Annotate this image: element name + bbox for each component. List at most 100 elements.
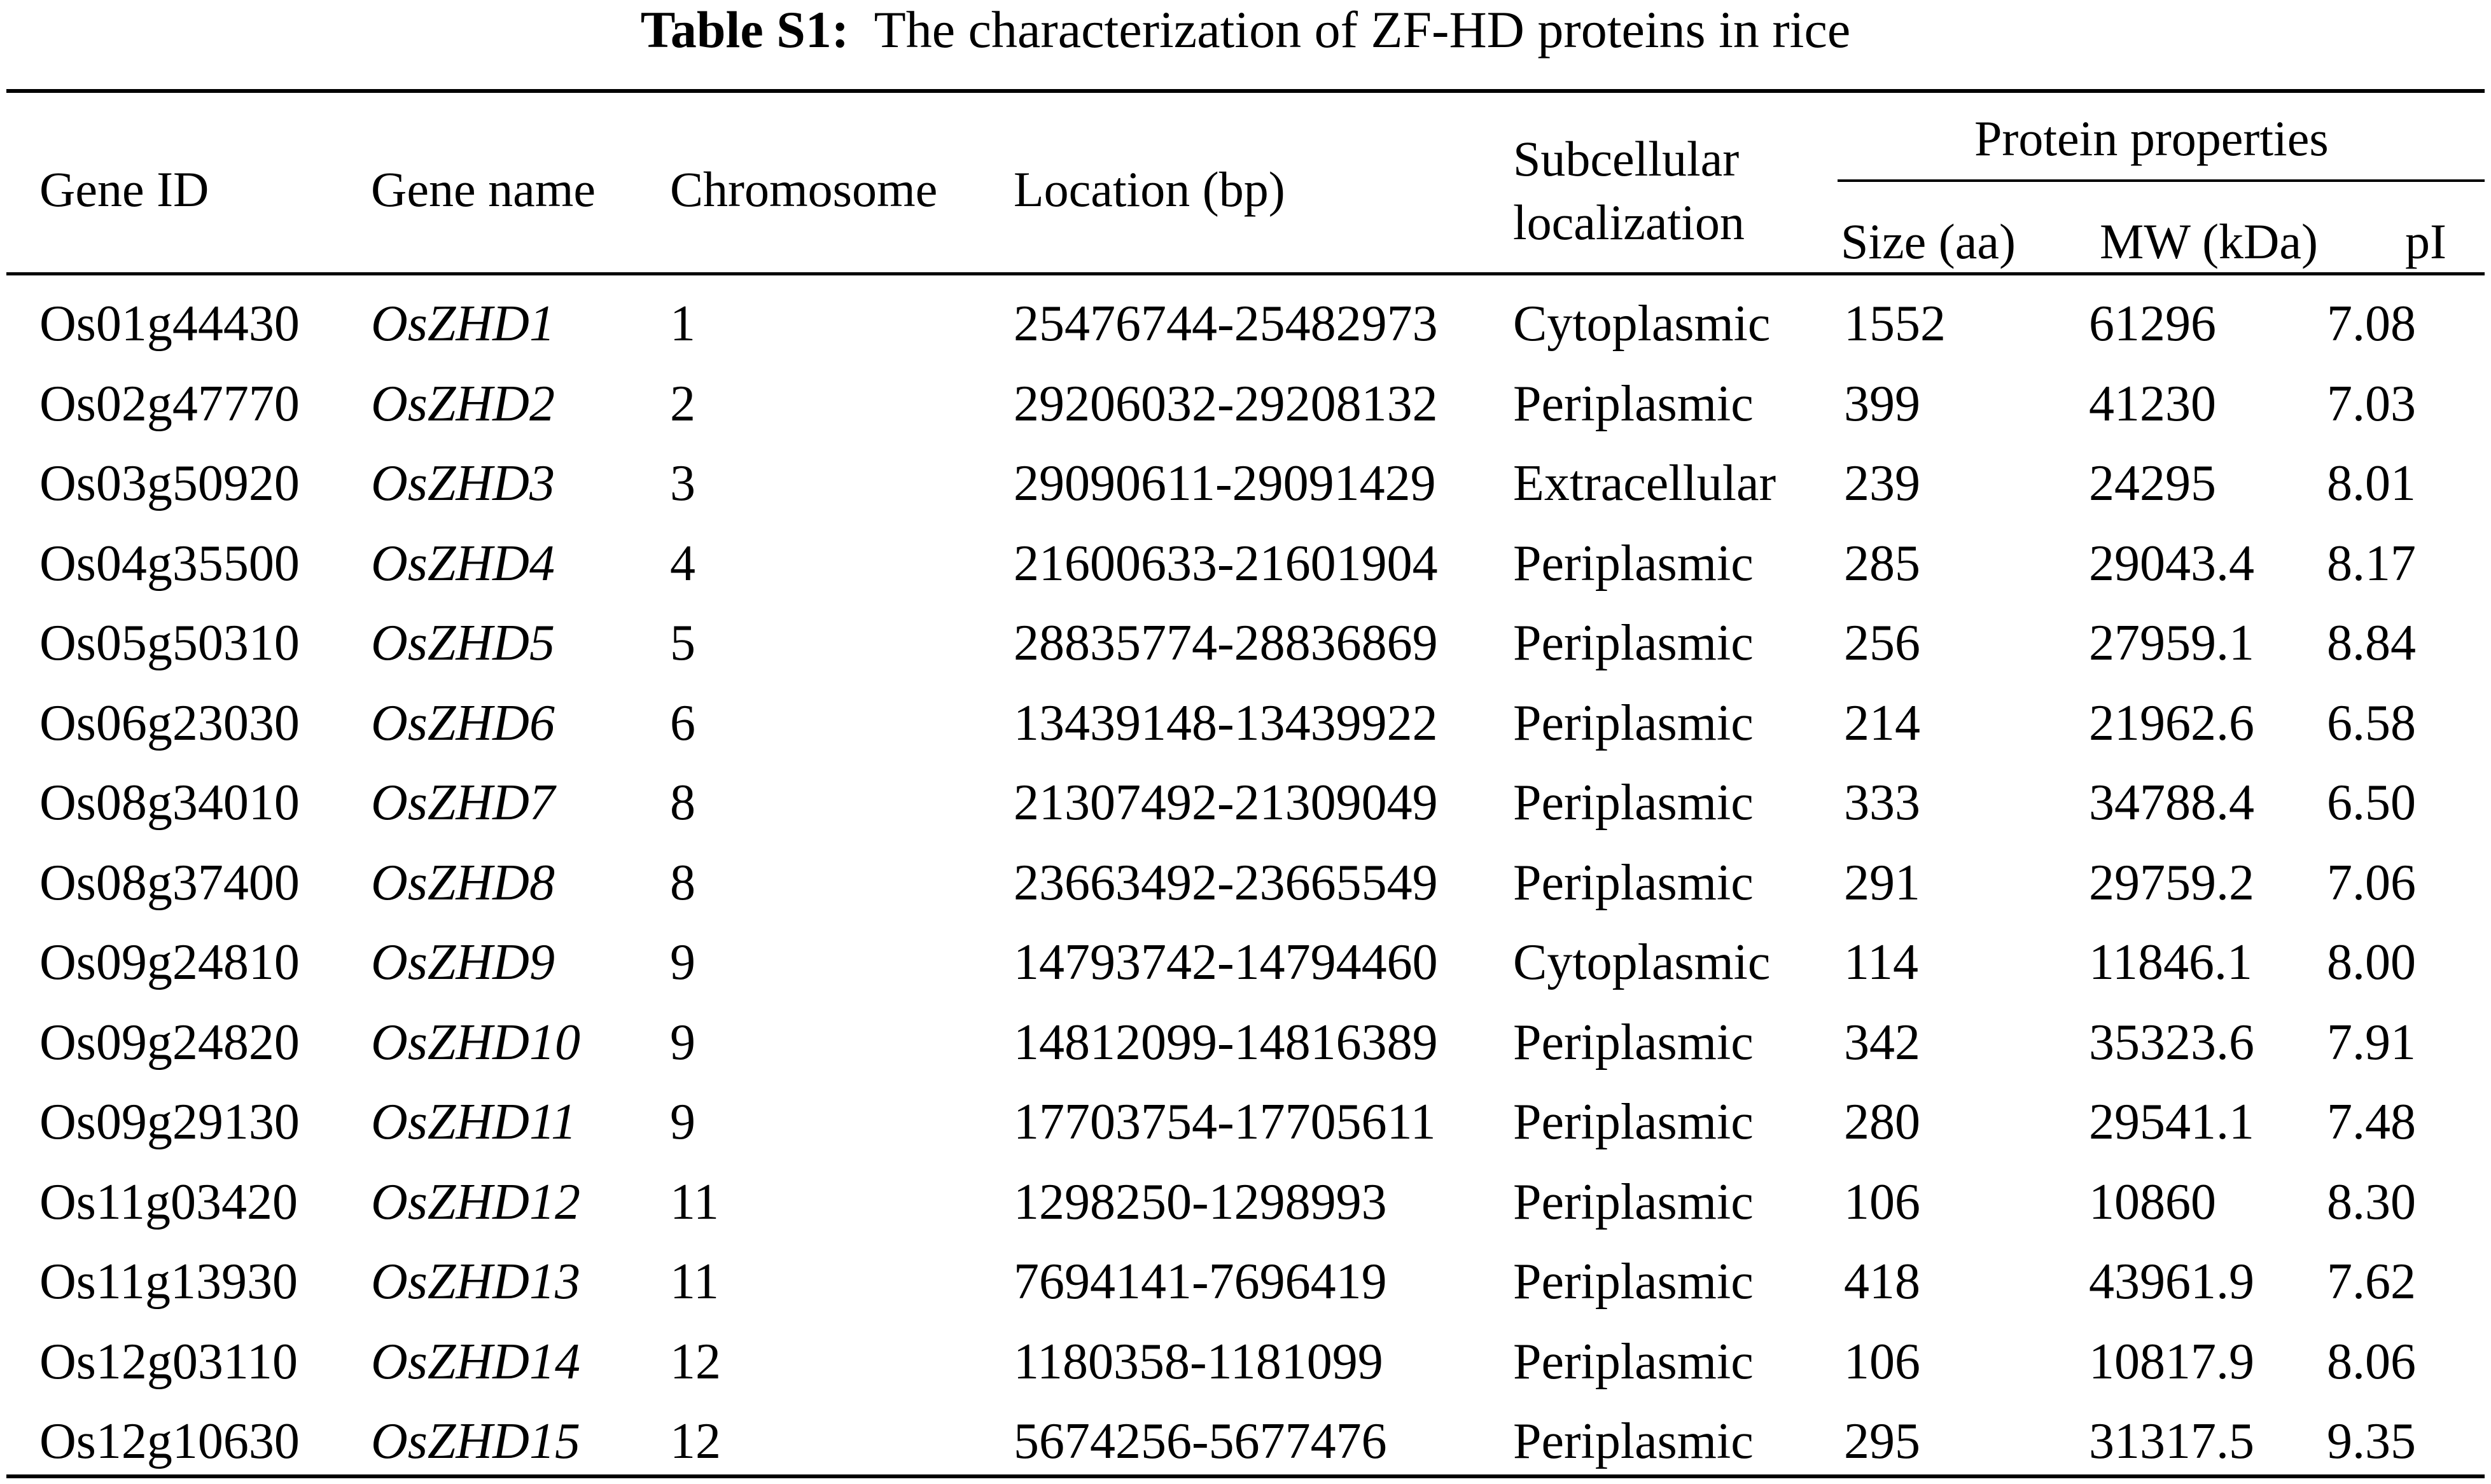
- table-row: Os11g13930 OsZHD13 11 7694141-7696419 Peripl…: [0, 1242, 2491, 1322]
- table-row: Os03g50920 OsZHD3 3 29090611-29091429 Extrac…: [0, 443, 2491, 524]
- pi-cell: 6.58: [2327, 695, 2416, 751]
- pi-cell: 8.84: [2327, 615, 2416, 671]
- size-cell: 285: [1844, 535, 1920, 592]
- chromosome-cell: 9: [670, 1014, 695, 1071]
- location-cell: 7694141-7696419: [1014, 1254, 1387, 1310]
- table-row: Os04g35500 OsZHD4 4 21600633-21601904 Peripl…: [0, 524, 2491, 604]
- gene-id-cell: Os08g34010: [39, 775, 300, 831]
- chromosome-cell: 3: [670, 455, 695, 511]
- chromosome-cell: 9: [670, 1094, 695, 1150]
- location-cell: 21600633-21601904: [1014, 535, 1438, 592]
- localization-cell: Periplasmic: [1513, 1014, 1754, 1071]
- mw-cell: 24295: [2089, 455, 2216, 511]
- location-cell: 1180358-1181099: [1014, 1333, 1383, 1390]
- gene-name-cell: OsZHD14: [371, 1333, 580, 1390]
- localization-cell: Periplasmic: [1513, 1254, 1754, 1310]
- bottom-rule: [6, 1474, 2485, 1478]
- chromosome-cell: 12: [670, 1413, 721, 1469]
- chromosome-cell: 11: [670, 1174, 720, 1230]
- gene-id-cell: Os09g29130: [39, 1094, 300, 1150]
- size-cell: 280: [1844, 1094, 1920, 1150]
- gene-id-cell: Os05g50310: [39, 615, 300, 671]
- location-cell: 14812099-14816389: [1014, 1014, 1438, 1071]
- chromosome-cell: 12: [670, 1333, 721, 1390]
- localization-cell: Periplasmic: [1513, 1413, 1754, 1469]
- table-row: Os01g44430 OsZHD1 1 25476744-25482973 Cytopl…: [0, 284, 2491, 364]
- table-title: Table S1: The characterization of ZF-HD …: [0, 1, 2491, 65]
- mw-cell: 21962.6: [2089, 695, 2254, 751]
- table-row: Os09g24820 OsZHD10 9 14812099-14816389 Perip…: [0, 1002, 2491, 1083]
- localization-cell: Periplasmic: [1513, 615, 1754, 671]
- gene-id-cell: Os08g37400: [39, 854, 300, 911]
- location-cell: 29206032-29208132: [1014, 375, 1438, 432]
- chromosome-cell: 8: [670, 775, 695, 831]
- localization-cell: Periplasmic: [1513, 1333, 1754, 1390]
- gene-name-cell: OsZHD13: [371, 1254, 580, 1310]
- localization-cell: Extracellular: [1513, 455, 1776, 511]
- table-row: Os05g50310 OsZHD5 5 28835774-28836869 Peripl…: [0, 603, 2491, 683]
- location-cell: 13439148-13439922: [1014, 695, 1438, 751]
- header-gene-id: Gene ID: [39, 162, 209, 217]
- header-chromosome: Chromosome: [670, 162, 938, 217]
- localization-cell: Cytoplasmic: [1513, 296, 1771, 352]
- table-row: Os08g34010 OsZHD7 8 21307492-21309049 Peripl…: [0, 763, 2491, 843]
- size-cell: 291: [1844, 854, 1920, 911]
- chromosome-cell: 1: [670, 296, 695, 352]
- pi-cell: 8.01: [2327, 455, 2416, 511]
- header-protein-properties: Protein properties: [1974, 111, 2329, 166]
- pi-cell: 7.91: [2327, 1014, 2416, 1071]
- header-subcellular-line2: localization: [1513, 195, 1745, 250]
- chromosome-cell: 4: [670, 535, 695, 592]
- header-location: Location (bp): [1014, 162, 1285, 217]
- pi-cell: 7.08: [2327, 296, 2416, 352]
- gene-id-cell: Os12g03110: [39, 1333, 298, 1390]
- mw-cell: 41230: [2089, 375, 2216, 432]
- mw-cell: 29541.1: [2089, 1094, 2254, 1150]
- gene-name-cell: OsZHD3: [371, 455, 555, 511]
- gene-name-cell: OsZHD8: [371, 854, 555, 911]
- header-mw: MW (kDa): [2100, 214, 2318, 269]
- gene-name-cell: OsZHD7: [371, 775, 555, 831]
- location-cell: 29090611-29091429: [1014, 455, 1436, 511]
- gene-name-cell: OsZHD9: [371, 934, 555, 990]
- mw-cell: 11846.1: [2089, 934, 2253, 990]
- mw-cell: 34788.4: [2089, 775, 2254, 831]
- table-row: Os09g24810 OsZHD9 9 14793742-14794460 Cytopl…: [0, 922, 2491, 1002]
- table-title-label: Table S1:: [640, 1, 849, 59]
- mw-cell: 29043.4: [2089, 535, 2254, 592]
- location-cell: 17703754-17705611: [1014, 1094, 1436, 1150]
- header-size: Size (aa): [1841, 214, 2016, 269]
- localization-cell: Periplasmic: [1513, 1094, 1754, 1150]
- table-row: Os02g47770 OsZHD2 2 29206032-29208132 Peripl…: [0, 364, 2491, 444]
- size-cell: 1552: [1844, 296, 1946, 352]
- location-cell: 21307492-21309049: [1014, 775, 1438, 831]
- protein-properties-rule: [1838, 179, 2485, 182]
- gene-id-cell: Os04g35500: [39, 535, 300, 592]
- header-rule: [6, 272, 2485, 275]
- location-cell: 25476744-25482973: [1014, 296, 1438, 352]
- mw-cell: 29759.2: [2089, 854, 2254, 911]
- gene-name-cell: OsZHD15: [371, 1413, 580, 1469]
- gene-name-cell: OsZHD6: [371, 695, 555, 751]
- gene-name-cell: OsZHD5: [371, 615, 555, 671]
- top-rule: [6, 89, 2485, 93]
- gene-id-cell: Os01g44430: [39, 296, 300, 352]
- pi-cell: 7.06: [2327, 854, 2416, 911]
- gene-name-cell: OsZHD12: [371, 1174, 580, 1230]
- header-subcellular-line1: Subcellular: [1513, 131, 1740, 186]
- gene-id-cell: Os11g13930: [39, 1254, 298, 1310]
- gene-id-cell: Os11g03420: [39, 1174, 298, 1230]
- header-pi: pI: [2405, 214, 2446, 269]
- size-cell: 333: [1844, 775, 1920, 831]
- localization-cell: Periplasmic: [1513, 775, 1754, 831]
- pi-cell: 8.17: [2327, 535, 2416, 592]
- size-cell: 295: [1844, 1413, 1920, 1469]
- gene-id-cell: Os09g24810: [39, 934, 300, 990]
- table-row: Os11g03420 OsZHD12 11 1298250-1298993 Peripl…: [0, 1162, 2491, 1242]
- chromosome-cell: 5: [670, 615, 695, 671]
- size-cell: 106: [1844, 1174, 1920, 1230]
- localization-cell: Periplasmic: [1513, 1174, 1754, 1230]
- table-row: Os08g37400 OsZHD8 8 23663492-23665549 Peripl…: [0, 843, 2491, 923]
- pi-cell: 8.06: [2327, 1333, 2416, 1390]
